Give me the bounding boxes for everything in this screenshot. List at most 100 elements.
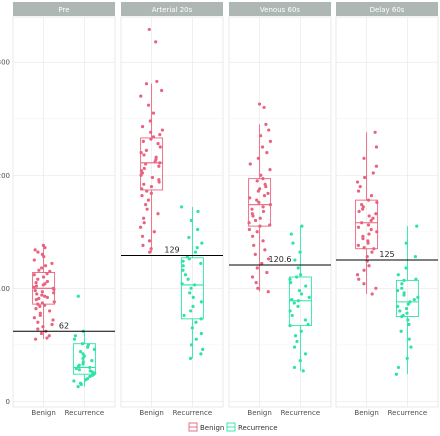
data-point [306,322,310,327]
box [72,343,96,375]
data-point [370,250,374,254]
data-point [144,148,149,152]
data-point [292,365,297,370]
data-point [148,250,152,254]
data-point [363,175,367,180]
data-point [41,243,45,247]
data-point [255,230,259,234]
data-point [367,232,371,236]
data-point [34,307,38,311]
data-point [362,268,366,272]
data-point [79,382,83,386]
data-point [291,241,295,245]
data-point [149,130,153,134]
data-point [399,329,403,333]
data-point [199,317,203,321]
data-point [47,334,51,338]
data-point [140,187,144,191]
data-point [362,282,366,286]
data-point [83,378,88,382]
data-point [256,189,260,193]
data-point [409,345,413,349]
data-point [50,261,54,266]
data-point [189,309,193,313]
data-point [88,374,92,379]
data-point [40,293,44,297]
data-point [151,135,156,139]
data-point [193,283,197,287]
data-point [360,203,364,207]
data-point [77,364,81,368]
data-point [395,288,400,293]
data-point [404,307,409,311]
data-point [415,224,419,228]
data-point [266,191,270,195]
data-point [396,365,401,370]
data-point [301,369,305,373]
box [288,276,312,327]
data-point [38,304,42,308]
data-point [142,166,146,171]
data-point [181,264,185,268]
data-point [48,309,52,313]
data-point [43,303,47,307]
data-point [92,347,97,351]
data-point [51,318,55,322]
data-point [142,153,146,157]
data-point [195,246,199,250]
data-point [400,286,404,290]
data-point [74,366,78,371]
data-point [190,326,194,330]
data-point [41,283,45,287]
data-point [157,180,161,184]
data-point [40,301,45,305]
data-point [407,337,411,341]
data-point [362,156,366,160]
data-point [295,339,299,344]
data-point [50,322,54,327]
data-point [268,139,272,143]
data-point [34,298,38,302]
data-point [155,79,159,84]
data-point [358,184,362,189]
data-point [288,277,292,281]
data-point [402,293,406,297]
data-point [262,194,267,198]
data-point [199,261,203,266]
data-point [81,356,85,360]
data-point [373,130,377,134]
data-point [289,232,293,236]
data-point [48,269,52,273]
data-point [33,337,38,341]
data-point [196,209,200,214]
y-tick-label: 300 [0,59,10,67]
data-point [268,223,272,227]
data-point [149,137,153,141]
data-point [52,291,56,295]
data-point [139,151,143,155]
data-point [154,40,158,44]
data-point [38,313,42,318]
data-point [193,250,198,254]
data-point [289,281,293,285]
data-point [300,224,304,228]
data-point [36,250,40,254]
data-point [255,266,259,270]
data-point [147,239,152,243]
data-point [160,88,164,93]
data-point [179,205,184,209]
x-tick-label: Benign [139,409,163,417]
data-point [406,318,410,322]
data-point [76,294,80,298]
data-point [90,373,94,377]
data-point [256,156,260,160]
data-point [361,234,365,238]
data-point [158,145,162,149]
data-point [153,160,157,164]
data-point [356,225,361,229]
facet-strip-label: Pre [58,6,69,14]
data-point [42,255,46,259]
data-point [72,379,76,383]
data-point [158,132,162,137]
data-point [32,316,36,320]
